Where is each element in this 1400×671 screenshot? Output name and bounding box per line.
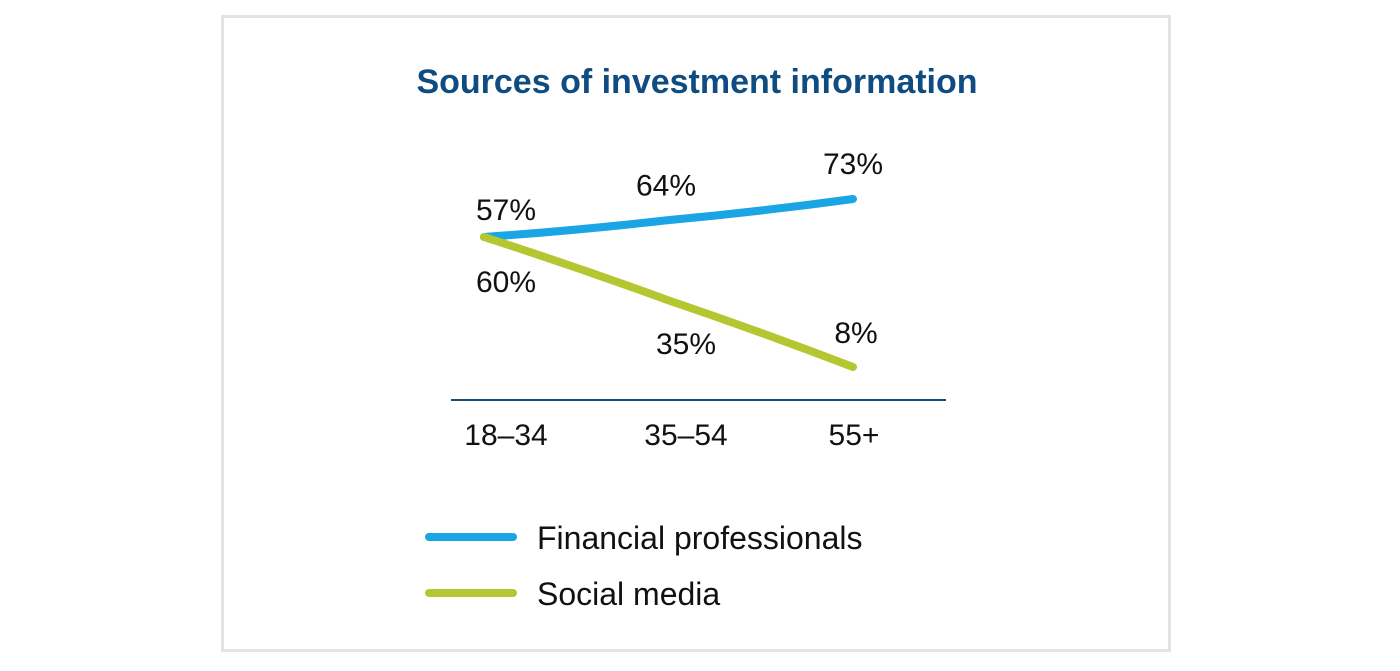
series-line-financial-professionals	[480, 195, 857, 241]
data-label-social-media-35-54: 35%	[656, 328, 716, 361]
series-layer	[480, 195, 857, 371]
data-label-financial-professionals-55: 73%	[823, 148, 883, 181]
x-tick-label-18-34: 18–34	[464, 419, 547, 452]
data-label-financial-professionals-18-34: 57%	[476, 194, 536, 227]
chart-card	[221, 15, 1171, 652]
series-line-social-media	[480, 233, 857, 371]
x-tick-label-55-plus: 55+	[829, 419, 880, 452]
legend: Financial professionals Social media	[425, 520, 863, 612]
data-labels: 57% 64% 73% 60% 35% 8%	[476, 148, 883, 361]
legend-label-social-media: Social media	[537, 576, 720, 612]
legend-label-financial-professionals: Financial professionals	[537, 520, 863, 556]
data-label-financial-professionals-35-54: 64%	[636, 169, 696, 202]
chart-title: Sources of investment information	[416, 63, 977, 101]
x-tick-label-35-54: 35–54	[644, 419, 727, 452]
data-label-social-media-55: 8%	[834, 317, 877, 350]
data-label-social-media-18-34: 60%	[476, 266, 536, 299]
